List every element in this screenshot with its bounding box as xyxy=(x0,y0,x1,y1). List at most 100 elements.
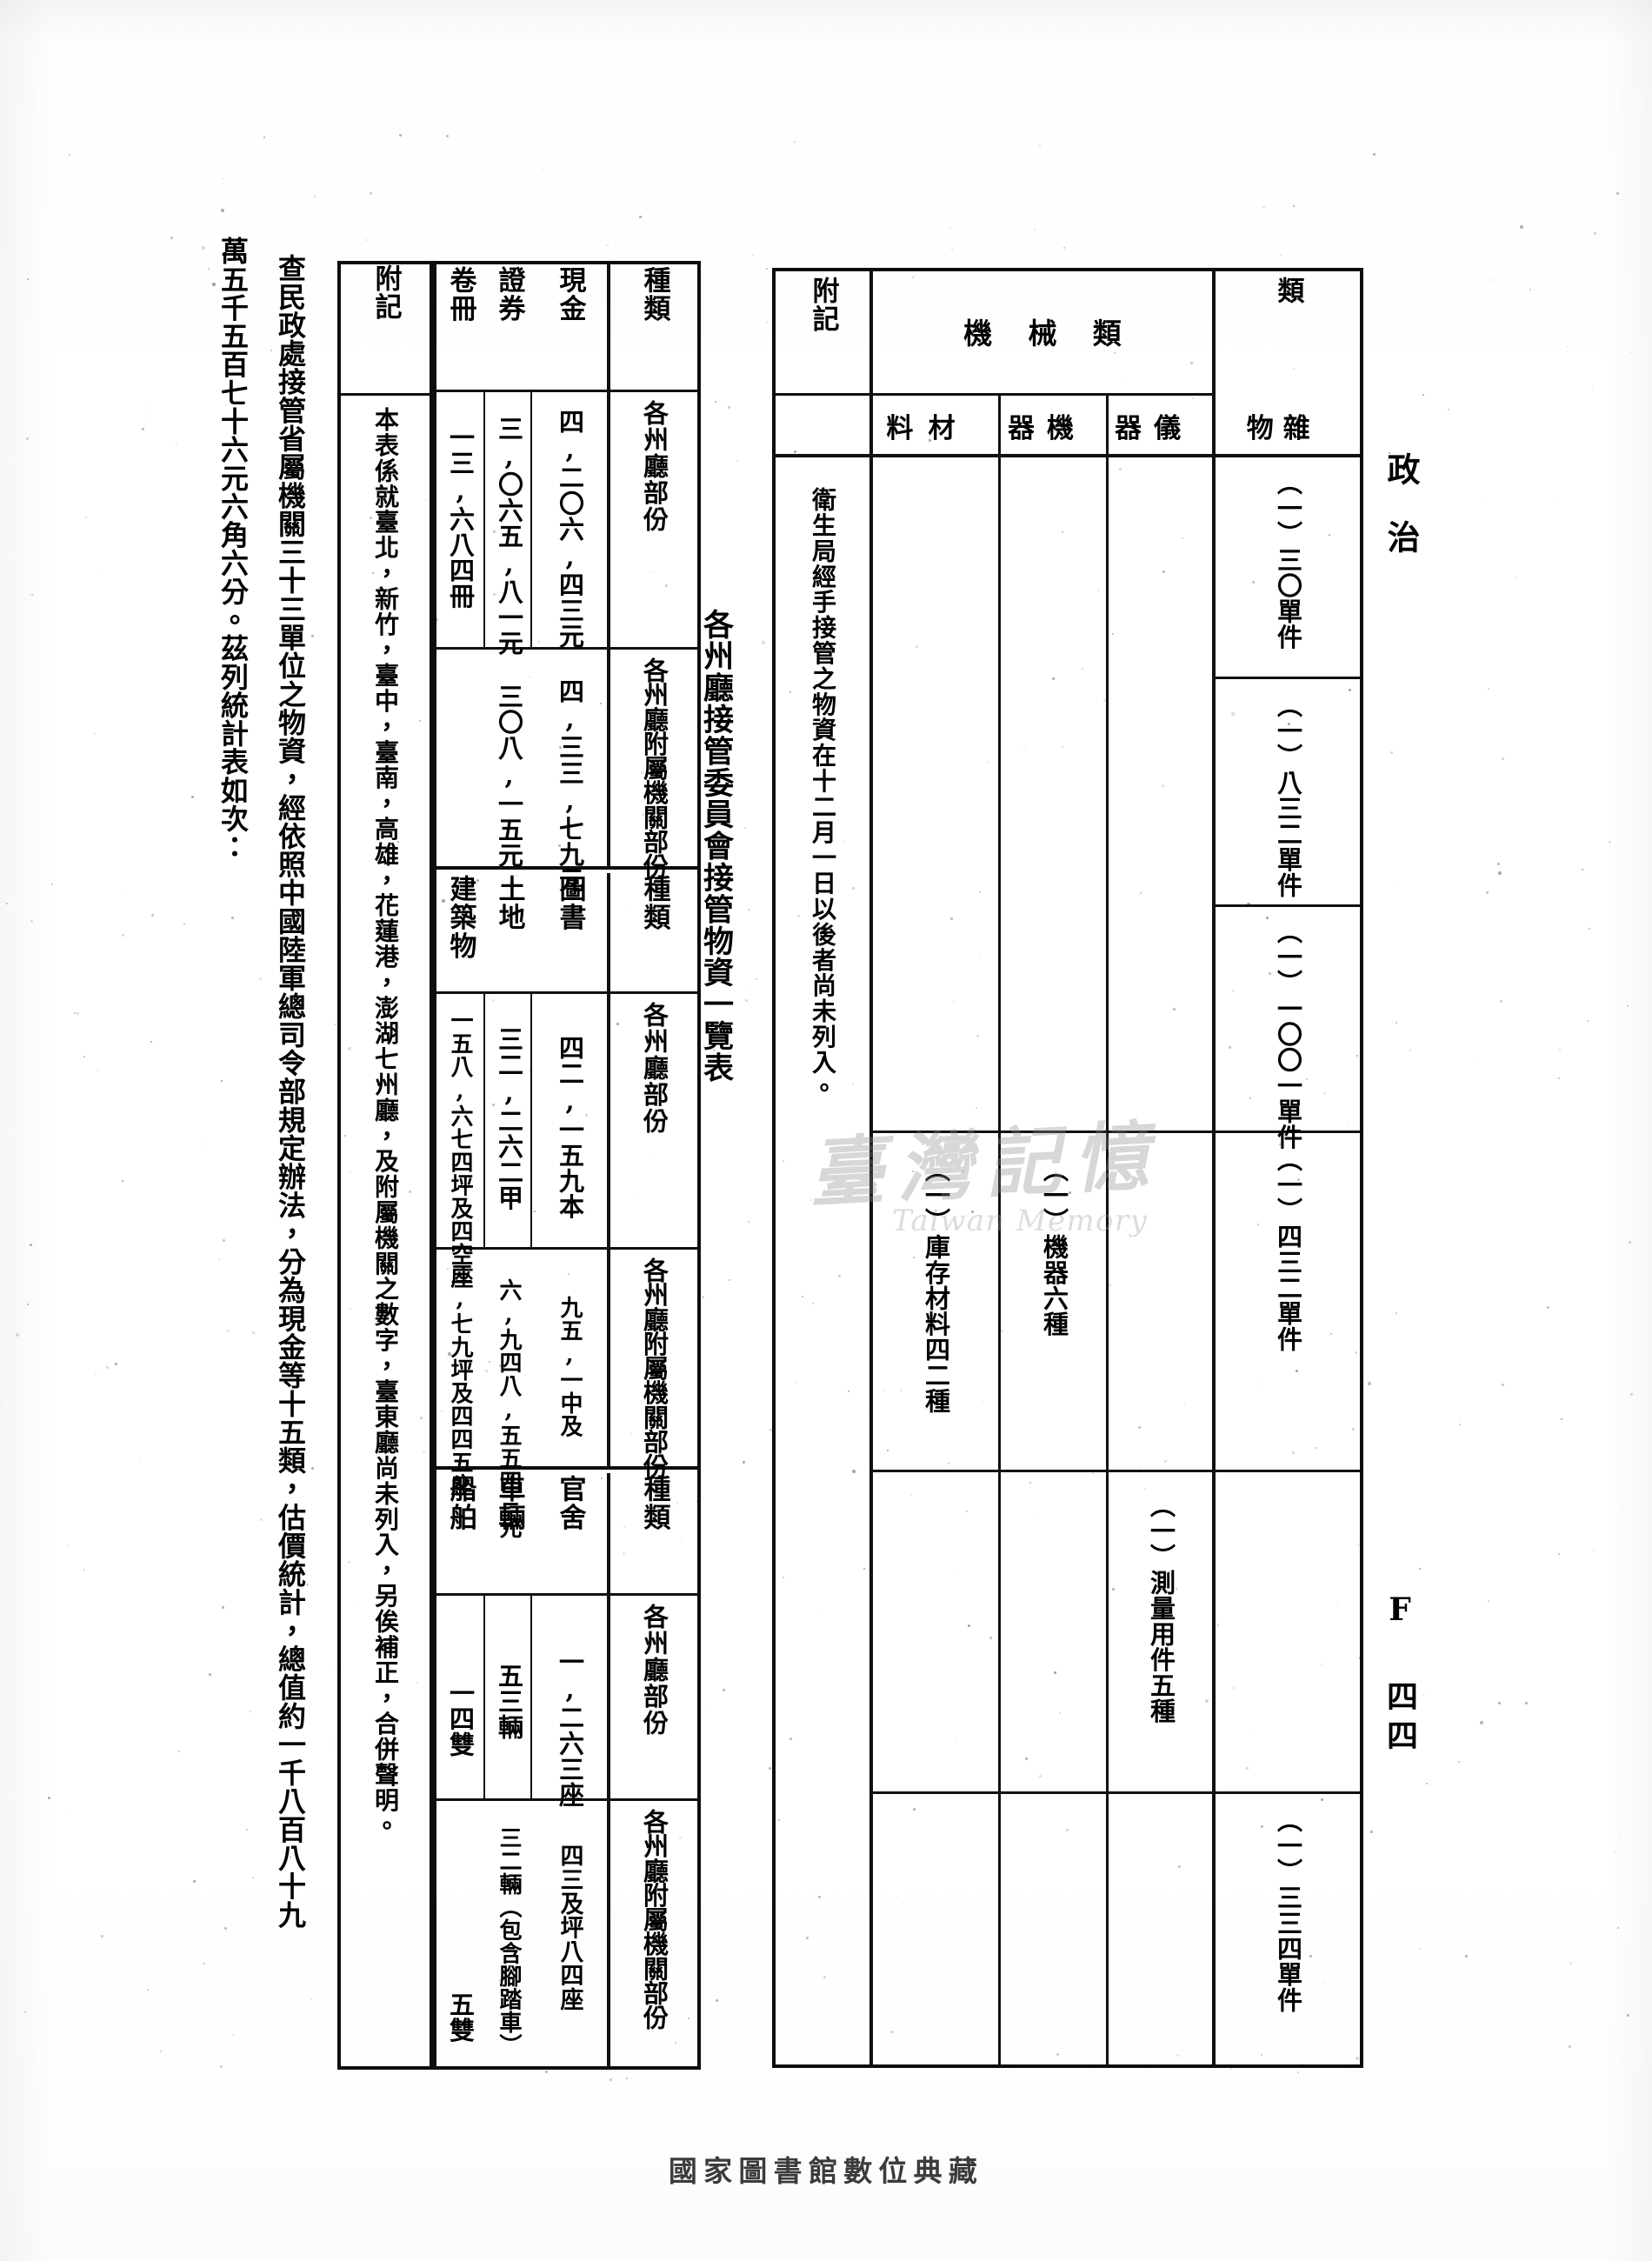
rt-group-header-cell: 機械類 xyxy=(873,277,1212,390)
b2-row-1-label: 各州廳附屬機關部份 xyxy=(639,1257,669,1478)
rt-row-2-misc: （一）一〇〇一單件 xyxy=(1217,918,1358,1150)
b3-row-1-cell-1: 三二輛（包含腳踏車） xyxy=(485,1826,532,2061)
section-label: 政治 xyxy=(1382,452,1421,588)
left-table-note-cell: 本表係就臺北，新竹，臺中，臺南，高雄，花蓮港，澎湖七州廳，及附屬機關之數字，臺東… xyxy=(341,407,430,2059)
b1-row-1-value-1: 三〇八,一五元 xyxy=(494,684,524,869)
b1-column-header-1: 證券 xyxy=(493,266,525,323)
b2-col-header-land: 土地 xyxy=(485,875,532,990)
rt-row-divider-4 xyxy=(873,1470,1360,1472)
table-row: 各州廳部份 xyxy=(610,400,697,644)
b1-row-divider xyxy=(436,647,697,650)
b2-row-1-value-0: 九五,一中及 xyxy=(556,1296,583,1438)
b2-kind-header-cell: 種類 xyxy=(610,875,697,990)
b2-col-divider-2 xyxy=(483,991,485,1247)
rt-row-1-misc-value: （一）八三二單件 xyxy=(1273,692,1303,898)
b1-col-divider-2 xyxy=(483,390,485,647)
rt-row-0-misc-value: （一）三〇單件 xyxy=(1273,470,1303,650)
b3-row-0-value-0: 一,二六三座 xyxy=(555,1649,585,1808)
b1-column-header-2: 卷冊 xyxy=(444,266,476,323)
b2-row-0-cell-0: 四二,一五九本 xyxy=(532,1035,607,1244)
page-title: 各州廳接管委員會接管物資一覽表 xyxy=(698,609,734,1084)
b2-row-0-cell-2: 一五八,六七四坪及四空座 xyxy=(436,1009,483,1289)
b3-col-header-vessels: 船舶 xyxy=(436,1475,483,1591)
left-table-block-2 xyxy=(433,870,701,1470)
preface-line-1: 查民政處接管省屬機關三十三單位之物資，經依照中國陸軍總司令部規定辦法，分為現金等… xyxy=(274,254,307,1929)
rt-row-3-materials-value: （一）庫存材料四二種 xyxy=(921,1157,951,1414)
b3-col-divider-1 xyxy=(530,1593,532,1798)
b2-header-divider xyxy=(436,991,697,994)
rt-row-4-instruments: （一）測量用件五種 xyxy=(1110,1492,1211,1779)
rt-row-divider-5 xyxy=(873,1791,1360,1794)
rt-misc-header-cell: 雜物 xyxy=(1216,398,1360,452)
rt-row-0-misc: （一）三〇單件 xyxy=(1217,470,1358,670)
rt-divider-machines xyxy=(1106,393,1109,2064)
rt-row-3-materials: （一）庫存材料四二種 xyxy=(875,1157,996,1444)
rt-subheader-0: 儀器 xyxy=(1115,412,1193,444)
b3-row-1-cell-2: 五雙 xyxy=(436,1991,483,2061)
b2-column-header-0: 圖書 xyxy=(554,875,586,932)
b1-row-1-cell-0: 四,三三,七九元 xyxy=(532,678,607,893)
rt-kind-header-cell: 類 xyxy=(1216,277,1360,390)
b3-kind-divider xyxy=(607,1473,610,2066)
b3-col-divider-2 xyxy=(483,1593,485,1798)
rt-subheader-1: 機器 xyxy=(1008,412,1086,444)
b3-col-header-quarters: 官舍 xyxy=(532,1475,607,1591)
b2-row-0-value-1: 三二,二六二甲 xyxy=(494,1026,524,1211)
b3-col-header-vehicles: 車輛 xyxy=(485,1475,532,1591)
rt-misc-header: 雜物 xyxy=(1246,412,1320,444)
b2-col-header-buildings: 建築物 xyxy=(436,875,483,990)
rt-subheader-instruments-cell: 儀器 xyxy=(1109,398,1211,452)
rt-divider-instruments xyxy=(1212,271,1216,2064)
b3-header-divider xyxy=(436,1593,697,1596)
rt-row-divider-3 xyxy=(873,1130,1360,1133)
left-table-note-text: 本表係就臺北，新竹，臺中，臺南，高雄，花蓮港，澎湖七州廳，及附屬機關之數字，臺東… xyxy=(371,407,400,1839)
b2-kind-divider xyxy=(607,873,610,1466)
table-row: 各州廳部份 xyxy=(610,1002,697,1244)
rt-row-divider-2 xyxy=(1216,904,1360,907)
b2-column-header-2: 建築物 xyxy=(444,875,476,961)
rt-group-divider xyxy=(776,393,1212,396)
b1-col-header-volumes: 卷冊 xyxy=(436,266,483,388)
b1-col-header-cash: 現金 xyxy=(532,266,607,388)
b3-row-0-cell-0: 一,二六三座 xyxy=(532,1649,607,1807)
b2-kind-header: 種類 xyxy=(638,875,670,932)
table-row: 各州廳附屬機關部份 xyxy=(610,1809,697,2061)
rt-subheader-materials-cell: 材料 xyxy=(873,398,998,452)
b3-row-1-value-1: 三二輛（包含腳踏車） xyxy=(496,1826,522,2058)
b1-row-1-label: 各州廳附屬機關部份 xyxy=(639,657,669,878)
left-table-block-1 xyxy=(433,261,701,870)
b1-column-header-0: 現金 xyxy=(554,266,586,323)
left-table-note-header: 附記 xyxy=(370,264,402,322)
table-row: 各州廳部份 xyxy=(610,1604,697,1795)
table-row: 各州廳附屬機關部份 xyxy=(610,1257,697,1477)
rt-kind-header: 類 xyxy=(1272,277,1304,305)
left-table xyxy=(337,261,433,2070)
rt-divider-note xyxy=(869,271,873,2064)
rt-note-text: 衛生局經手接管之物資在十二月一日以後者尚未列入。 xyxy=(809,487,837,1101)
b1-kind-header: 種類 xyxy=(638,266,670,323)
table-row: 各州廳附屬機關部份 xyxy=(610,657,697,877)
b3-kind-header: 種類 xyxy=(638,1475,670,1532)
b3-row-0-value-2: 一四雙 xyxy=(445,1680,476,1757)
rt-note-header-cell: 附記 xyxy=(776,277,869,450)
rt-row-3-machines: （一）機器六種 xyxy=(1003,1157,1105,1409)
rt-divider-materials xyxy=(998,393,1001,2064)
rt-row-5-misc-value: （一）三三四單件 xyxy=(1273,1807,1303,2013)
b1-row-1-value-0: 四,三三,七九元 xyxy=(555,678,585,893)
rt-row-1-misc: （一）八三二單件 xyxy=(1217,692,1358,898)
b2-col-divider-1 xyxy=(530,991,532,1247)
b2-row-divider xyxy=(436,1247,697,1250)
b3-row-0-cell-2: 一四雙 xyxy=(436,1680,483,1795)
b3-row-1-value-0: 四三及坪八四座 xyxy=(556,1844,583,2011)
b1-kind-header-cell: 種類 xyxy=(610,266,697,388)
b1-row-0-value-2: 一三,六八四冊 xyxy=(445,424,476,610)
rt-row-4-instruments-value: （一）測量用件五種 xyxy=(1146,1492,1176,1724)
b1-row-0-value-0: 四,二〇六,四三元 xyxy=(555,409,585,650)
left-table-note-divider xyxy=(341,393,430,396)
b2-row-0-value-0: 四二,一五九本 xyxy=(555,1035,585,1220)
footer-credit: 國家圖書館數位典藏 xyxy=(668,2154,984,2188)
b2-row-0-value-2: 一五八,六七四坪及四空座 xyxy=(447,1009,473,1290)
rt-subheader-divider xyxy=(776,454,1360,457)
b3-row-0-cell-1: 五三輛 xyxy=(485,1663,532,1795)
